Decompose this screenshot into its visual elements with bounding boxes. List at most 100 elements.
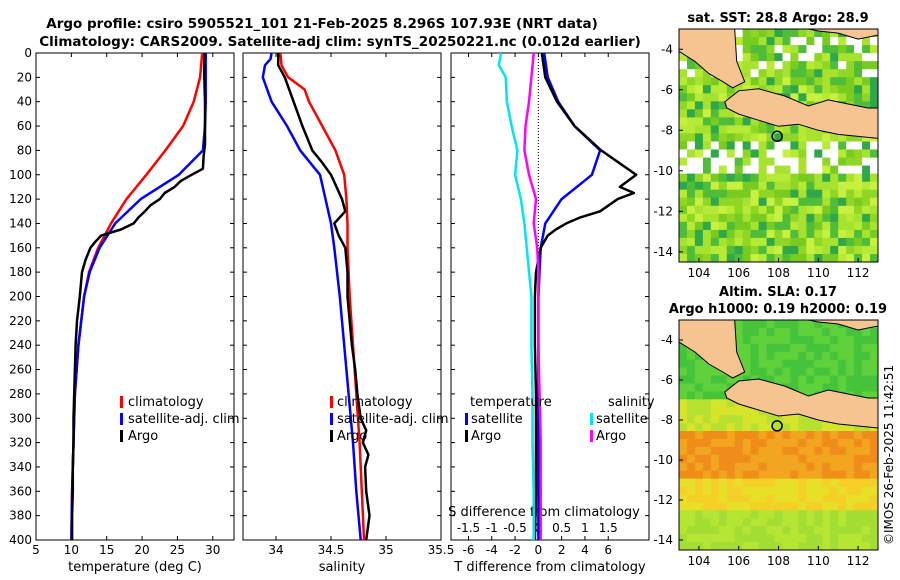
map-cell <box>726 423 736 432</box>
map-cell <box>710 470 720 480</box>
map-cell <box>798 45 807 54</box>
map-cell <box>710 367 720 377</box>
map-cell <box>734 125 744 134</box>
map-cell <box>774 446 784 456</box>
map-cell <box>806 125 815 134</box>
map-cell <box>806 229 815 239</box>
x-tick-label: -6 <box>462 543 474 557</box>
map-cell <box>718 221 728 231</box>
map-cell <box>798 149 807 159</box>
map-cell <box>806 213 815 223</box>
map-cell <box>774 439 784 448</box>
map-cell <box>798 454 807 464</box>
map-cell <box>679 101 688 110</box>
map-cell <box>774 423 784 432</box>
map-cell <box>782 254 792 262</box>
map-cell <box>822 454 831 464</box>
map-cell <box>718 542 728 550</box>
map-cell <box>862 173 871 183</box>
map-cell <box>862 45 871 54</box>
map-cell <box>862 343 871 353</box>
map-cell <box>854 439 863 448</box>
map-x-tick-label: 110 <box>807 554 830 568</box>
map-cell <box>798 157 807 167</box>
map-cell <box>694 518 704 527</box>
map-cell <box>798 494 807 503</box>
map-cell <box>726 510 736 519</box>
map-cell <box>822 423 831 432</box>
map-cell <box>814 157 823 167</box>
map-cell <box>862 351 871 361</box>
map-cell <box>726 173 736 183</box>
map-cell <box>822 439 831 448</box>
map-cell <box>774 133 784 142</box>
map-cell <box>846 205 855 215</box>
map-cell <box>679 93 688 102</box>
x-tick-label: 4 <box>581 543 589 557</box>
map-cell <box>742 165 752 175</box>
map-cell <box>782 221 792 231</box>
map-cell <box>758 454 768 464</box>
map-cell <box>862 383 871 392</box>
map-cell <box>854 359 863 369</box>
map-cell <box>830 446 839 456</box>
x-tick-label: 25 <box>170 543 185 557</box>
map-cell <box>702 502 712 511</box>
map-cell <box>814 486 823 496</box>
map-cell <box>862 229 871 239</box>
map-cell <box>862 470 871 480</box>
map-cell <box>774 181 784 191</box>
sumatra-landmass <box>679 320 746 379</box>
map-cell <box>710 213 720 223</box>
map-cell <box>798 125 807 134</box>
map-cell <box>814 327 823 337</box>
map-cell <box>679 446 688 456</box>
map-cell <box>702 254 712 262</box>
map-cell <box>790 351 799 361</box>
map-cell <box>679 383 688 392</box>
map-cell <box>862 141 871 151</box>
map-cell <box>854 454 863 464</box>
map-cell <box>830 383 839 392</box>
x-tick-label: 5 <box>32 543 40 557</box>
map-cell <box>822 53 831 62</box>
map-cell <box>870 229 878 239</box>
map-cell <box>718 439 728 448</box>
map-cell <box>846 221 855 231</box>
map-cell <box>814 462 823 472</box>
map-cell <box>774 189 784 199</box>
sumatra-landmass <box>679 29 746 89</box>
map-cell <box>679 431 688 440</box>
map-cell <box>742 141 752 151</box>
legend-label-s-argo: Argo <box>596 429 626 444</box>
map-cell <box>830 494 839 503</box>
map-cell <box>822 470 831 480</box>
map-cell <box>846 157 855 167</box>
map-cell <box>838 53 847 62</box>
map-cell <box>790 470 799 480</box>
map-cell <box>782 327 792 337</box>
map-cell <box>806 526 815 535</box>
map-cell <box>854 526 863 535</box>
map-cell <box>814 237 823 247</box>
map-cell <box>734 221 744 231</box>
map-cell <box>694 431 704 440</box>
map-cell <box>750 149 760 159</box>
map-cell <box>870 502 878 511</box>
map-cell <box>694 173 704 183</box>
map-cell <box>790 141 799 151</box>
map-cell <box>702 141 712 151</box>
map-cell <box>726 181 736 191</box>
map-cell <box>854 229 863 239</box>
map-cell <box>687 526 696 535</box>
map-cell <box>679 117 688 126</box>
map-cell <box>750 510 760 519</box>
map-cell <box>798 359 807 369</box>
map-cell <box>750 462 760 472</box>
map-cell <box>830 181 839 191</box>
map-cell <box>782 213 792 223</box>
x-tick-label: -4 <box>486 543 498 557</box>
map-cell <box>734 494 744 503</box>
map-field <box>679 320 878 550</box>
map-cell <box>742 526 752 535</box>
